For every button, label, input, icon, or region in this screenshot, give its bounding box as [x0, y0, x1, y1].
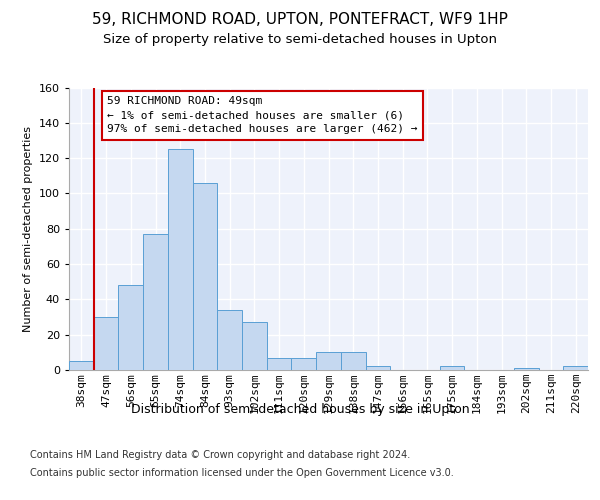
- Text: Distribution of semi-detached houses by size in Upton: Distribution of semi-detached houses by …: [131, 402, 469, 415]
- Text: 59, RICHMOND ROAD, UPTON, PONTEFRACT, WF9 1HP: 59, RICHMOND ROAD, UPTON, PONTEFRACT, WF…: [92, 12, 508, 28]
- Bar: [267, 358, 292, 370]
- Bar: [168, 150, 193, 370]
- Text: Contains HM Land Registry data © Crown copyright and database right 2024.: Contains HM Land Registry data © Crown c…: [30, 450, 410, 460]
- Bar: [514, 368, 539, 370]
- Bar: [143, 234, 168, 370]
- Text: 59 RICHMOND ROAD: 49sqm
← 1% of semi-detached houses are smaller (6)
97% of semi: 59 RICHMOND ROAD: 49sqm ← 1% of semi-det…: [107, 96, 418, 134]
- Bar: [94, 317, 118, 370]
- Bar: [341, 352, 365, 370]
- Bar: [242, 322, 267, 370]
- Bar: [563, 366, 588, 370]
- Text: Size of property relative to semi-detached houses in Upton: Size of property relative to semi-detach…: [103, 32, 497, 46]
- Bar: [316, 352, 341, 370]
- Bar: [440, 366, 464, 370]
- Y-axis label: Number of semi-detached properties: Number of semi-detached properties: [23, 126, 33, 332]
- Bar: [365, 366, 390, 370]
- Bar: [292, 358, 316, 370]
- Text: Contains public sector information licensed under the Open Government Licence v3: Contains public sector information licen…: [30, 468, 454, 477]
- Bar: [193, 183, 217, 370]
- Bar: [69, 361, 94, 370]
- Bar: [118, 285, 143, 370]
- Bar: [217, 310, 242, 370]
